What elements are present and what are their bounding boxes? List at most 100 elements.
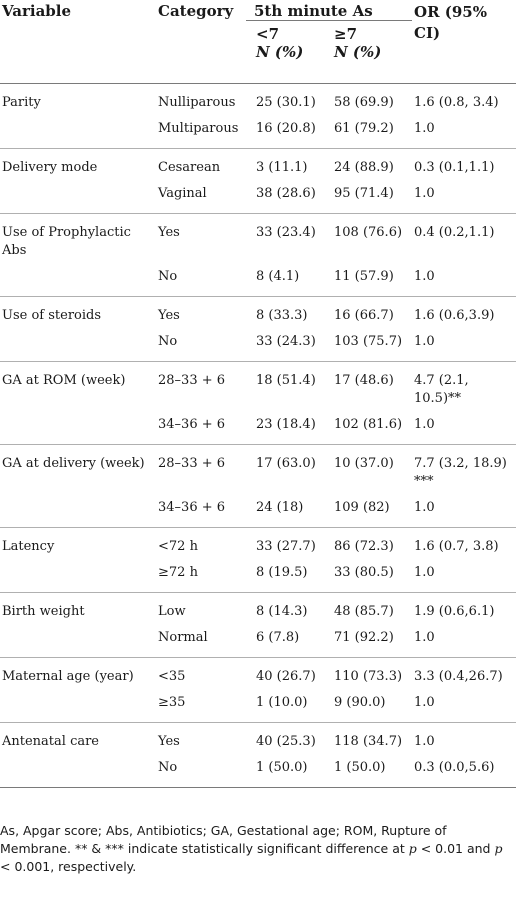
header-or: OR (95% CI) [414, 3, 487, 42]
footnote-text2: < 0.01 and [416, 841, 495, 856]
cell-category: 34–36 + 6 [158, 500, 226, 515]
cell-category: Yes [158, 734, 180, 749]
cell-variable [0, 686, 158, 723]
cell-or: 1.0 [414, 500, 435, 515]
cell-variable [0, 491, 158, 528]
cell-or: 1.0 [414, 186, 435, 201]
table-row: Multiparous 16 (20.8) 61 (79.2) 1.0 [0, 112, 516, 149]
cell-lt7: 1 (50.0) [256, 760, 308, 775]
cell-or: 1.0 [414, 565, 435, 580]
cell-category: <35 [158, 669, 186, 684]
cell-lt7: 16 (20.8) [256, 121, 316, 136]
header-category: Category [158, 2, 234, 20]
cell-ge7: 103 (75.7) [334, 334, 403, 349]
cell-variable [0, 112, 158, 149]
cell-lt7: 3 (11.1) [256, 160, 308, 175]
cell-variable: Use of Prophylactic Abs [2, 225, 131, 258]
results-table: Variable Category 5th minute As OR (95% … [0, 2, 516, 788]
cell-category: Normal [158, 630, 208, 645]
cell-ge7: 9 (90.0) [334, 695, 386, 710]
cell-category: Yes [158, 225, 180, 240]
cell-lt7: 17 (63.0) [256, 456, 316, 471]
cell-lt7: 1 (10.0) [256, 695, 308, 710]
cell-ge7: 102 (81.6) [334, 417, 403, 432]
cell-ge7: 24 (88.9) [334, 160, 394, 175]
cell-or: 3.3 (0.4,26.7) [414, 669, 503, 684]
cell-or: 0.4 (0.2,1.1) [414, 225, 495, 240]
table-row: Antenatal care Yes 40 (25.3) 118 (34.7) 1.0 [0, 722, 516, 752]
cell-ge7: 58 (69.9) [334, 95, 394, 110]
table-row: 34–36 + 6 23 (18.4) 102 (81.6) 1.0 [0, 408, 516, 445]
table-row: Normal 6 (7.8) 71 (92.2) 1.0 [0, 621, 516, 658]
header-lt7-label: <7 [256, 25, 280, 43]
cell-lt7: 33 (23.4) [256, 225, 316, 240]
cell-or: 7.7 (3.2, 18.9) *** [414, 456, 507, 489]
cell-ge7: 95 (71.4) [334, 186, 394, 201]
cell-lt7: 23 (18.4) [256, 417, 316, 432]
footnote-text1: As, Apgar score; Abs, Antibiotics; GA, G… [0, 823, 447, 856]
cell-ge7: 48 (85.7) [334, 604, 394, 619]
cell-or: 1.0 [414, 734, 435, 749]
table-row: No 33 (24.3) 103 (75.7) 1.0 [0, 325, 516, 362]
cell-category: No [158, 760, 178, 775]
cell-or: 4.7 (2.1, 10.5)** [414, 373, 469, 406]
table-row: Delivery mode Cesarean 3 (11.1) 24 (88.9) 0.… [0, 148, 516, 178]
cell-lt7: 40 (26.7) [256, 669, 316, 684]
cell-lt7: 33 (27.7) [256, 539, 316, 554]
cell-variable: Latency [2, 539, 55, 554]
cell-lt7: 18 (51.4) [256, 373, 316, 388]
table-row: Parity Nulliparous 25 (30.1) 58 (69.9) 1.6 (… [0, 84, 516, 113]
cell-variable [0, 177, 158, 214]
table-row: No 1 (50.0) 1 (50.0) 0.3 (0.0,5.6) [0, 751, 516, 788]
table-row: No 8 (4.1) 11 (57.9) 1.0 [0, 260, 516, 297]
cell-variable: Parity [2, 95, 41, 110]
footnote-text3: < 0.001, respectively. [0, 859, 137, 874]
cell-variable: Delivery mode [2, 160, 98, 175]
cell-or: 1.9 (0.6,6.1) [414, 604, 495, 619]
table-row: Birth weight Low 8 (14.3) 48 (85.7) 1.9 (0.6… [0, 592, 516, 622]
cell-variable [0, 325, 158, 362]
cell-or: 0.3 (0.1,1.1) [414, 160, 495, 175]
cell-lt7: 25 (30.1) [256, 95, 316, 110]
cell-variable: Use of steroids [2, 308, 102, 323]
table-row: GA at ROM (week) 28–33 + 6 18 (51.4) 17 (48… [0, 361, 516, 409]
header-ge7-label: ≥7 [334, 25, 358, 43]
cell-category: Cesarean [158, 160, 221, 175]
cell-or: 1.0 [414, 695, 435, 710]
cell-ge7: 1 (50.0) [334, 760, 386, 775]
cell-or: 1.6 (0.6,3.9) [414, 308, 495, 323]
cell-variable [0, 556, 158, 593]
cell-lt7: 8 (14.3) [256, 604, 308, 619]
header-ge7: ≥7 N (%) [326, 20, 412, 84]
cell-variable [0, 751, 158, 788]
table-row: GA at delivery (week) 28–33 + 6 17 (63.0) 1… [0, 444, 516, 492]
header-fifth-minute: 5th minute As [254, 2, 373, 20]
header-lt7: <7 N (%) [246, 20, 326, 84]
cell-category: <72 h [158, 539, 198, 554]
cell-ge7: 17 (48.6) [334, 373, 394, 388]
cell-category: Vaginal [158, 186, 207, 201]
cell-lt7: 38 (28.6) [256, 186, 316, 201]
cell-variable [0, 408, 158, 445]
results-table-container: Variable Category 5th minute As OR (95% … [0, 2, 516, 788]
table-row: Use of steroids Yes 8 (33.3) 16 (66.7) 1.6 (… [0, 296, 516, 326]
cell-category: 34–36 + 6 [158, 417, 226, 432]
cell-category: ≥72 h [158, 565, 198, 580]
header-variable: Variable [2, 2, 72, 20]
table-row: Use of Prophylactic Abs Yes 33 (23.4) 108 (… [0, 213, 516, 261]
cell-ge7: 86 (72.3) [334, 539, 394, 554]
cell-category: 28–33 + 6 [158, 456, 226, 471]
cell-ge7: 108 (76.6) [334, 225, 403, 240]
cell-ge7: 33 (80.5) [334, 565, 394, 580]
cell-lt7: 24 (18) [256, 500, 304, 515]
cell-lt7: 6 (7.8) [256, 630, 300, 645]
cell-or: 1.6 (0.7, 3.8) [414, 539, 499, 554]
cell-ge7: 61 (79.2) [334, 121, 394, 136]
cell-or: 0.3 (0.0,5.6) [414, 760, 495, 775]
cell-or: 1.0 [414, 334, 435, 349]
table-row: Maternal age (year) <35 40 (26.7) 110 (73.3… [0, 657, 516, 687]
cell-or: 1.0 [414, 417, 435, 432]
footnote-p1: p [408, 841, 417, 856]
cell-or: 1.0 [414, 269, 435, 284]
header-lt7-n: N (%) [256, 43, 304, 61]
